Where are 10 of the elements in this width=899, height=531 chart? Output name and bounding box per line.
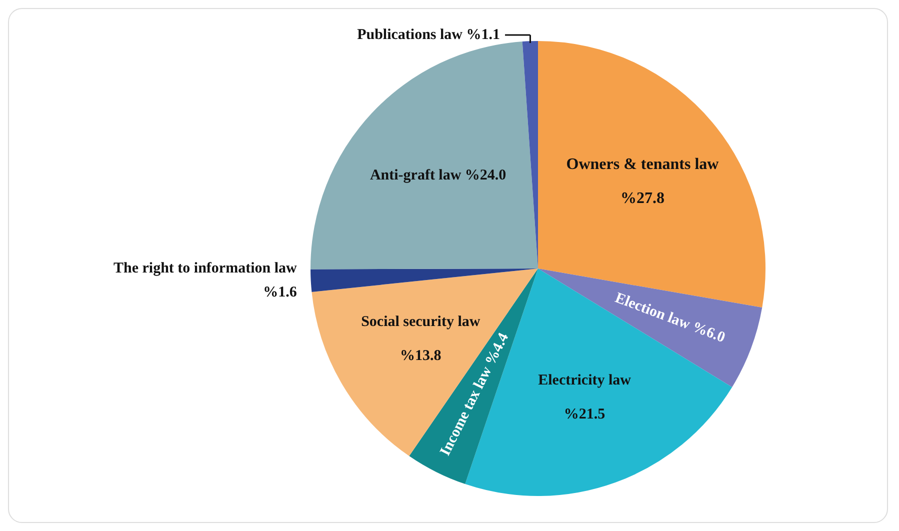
slice-label: Anti-graft law %24.0 [370, 167, 506, 184]
slice-label: Owners & tenants law [566, 156, 720, 173]
data-label: %27.8 [620, 190, 664, 207]
data-label: %21.5 [564, 406, 606, 423]
data-label: %1.6 [263, 284, 298, 301]
data-label: %13.8 [400, 348, 442, 364]
slice-label: Social security law [361, 314, 480, 330]
slice-label: Publications law %1.1 [357, 26, 500, 43]
slice-label: The right to information law [114, 260, 297, 277]
slice-label: Electricity law [538, 372, 632, 389]
